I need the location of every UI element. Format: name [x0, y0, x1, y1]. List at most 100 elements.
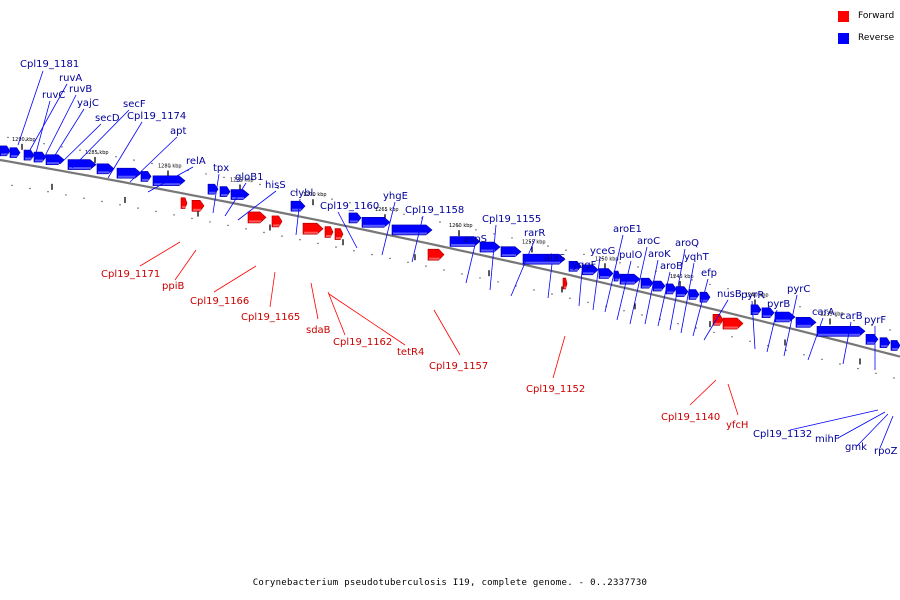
minor-dot	[731, 336, 733, 338]
reverse-gene-label: carA	[812, 307, 835, 318]
gene-shade	[776, 319, 790, 322]
gene-shade	[818, 333, 860, 336]
minor-dot	[713, 331, 715, 334]
gene-arrow	[568, 260, 582, 272]
minor-dot	[547, 245, 549, 247]
gene-arrow	[652, 280, 666, 292]
reverse-gene-label: aroQ	[675, 238, 699, 249]
minor-dot	[97, 152, 99, 155]
gene-shade	[292, 208, 302, 211]
reverse-gene-label: Cpl19_1160	[320, 201, 379, 212]
forward-gene-label: Cpl19_1140	[661, 412, 720, 423]
reverse-gene-label: ruvC	[42, 90, 65, 101]
reverse-gene-label: rarR	[524, 228, 545, 239]
gene-arrow	[9, 147, 21, 158]
gene-shade	[701, 299, 708, 302]
reverse-strand-genes	[0, 145, 900, 351]
label-leader	[689, 379, 717, 406]
label-leader	[411, 215, 424, 263]
gene-shade	[209, 191, 216, 194]
minor-dot	[565, 249, 567, 251]
minor-dot	[263, 231, 265, 234]
gene-arrow	[640, 277, 654, 289]
minor-dot	[475, 229, 477, 231]
reverse-gene-label: Cpl19_1132	[753, 429, 812, 440]
gene-arrow	[890, 340, 900, 351]
minor-dot	[479, 277, 481, 279]
minor-dot	[727, 288, 729, 290]
axis-line	[0, 158, 900, 358]
minor-dot	[227, 224, 229, 227]
map-caption: Corynebacterium pseudotuberculosis I19, …	[252, 578, 648, 588]
reverse-gene-label: aroB	[660, 261, 683, 272]
gene-arrow	[427, 248, 445, 261]
reverse-gene-label: Cpl19_1181	[20, 59, 79, 70]
gene-shade	[249, 220, 261, 223]
forward-gene-label: Cpl19_1162	[333, 337, 392, 348]
minor-dot	[425, 265, 427, 267]
gene-arrow	[324, 226, 334, 238]
label-leader	[879, 415, 894, 449]
minor-dot	[371, 253, 373, 256]
minor-dot	[353, 250, 355, 252]
gene-shade	[564, 286, 567, 289]
minor-dot	[745, 292, 747, 294]
label-leader	[433, 309, 461, 356]
label-leader	[213, 265, 257, 293]
gene-shade	[502, 254, 516, 257]
minor-dot	[335, 246, 337, 248]
gene-shade	[677, 294, 685, 297]
label-leader	[327, 291, 346, 336]
label-leader	[856, 413, 889, 447]
gene-shade	[615, 278, 619, 281]
tick-label: 1285 kbp	[85, 150, 109, 156]
minor-dot	[835, 315, 837, 317]
gene-shade	[642, 285, 650, 288]
minor-dot	[173, 214, 175, 216]
minor-dot	[461, 273, 463, 275]
minor-dot	[79, 149, 81, 151]
gene-shade	[11, 155, 18, 158]
minor-dot	[853, 319, 855, 322]
label-leader	[71, 109, 130, 169]
reverse-gene-label: Cpl19_1155	[482, 214, 541, 225]
label-leader	[51, 108, 85, 161]
minor-dot	[533, 289, 535, 291]
gene-shade	[273, 224, 280, 227]
minor-dot	[43, 143, 45, 145]
reverse-gene-label: pyrF	[864, 315, 886, 326]
reverse-gene-label: rpoZ	[874, 446, 898, 457]
minor-dot	[61, 146, 63, 148]
gene-arrow	[449, 236, 481, 247]
reverse-gene-label: clybl	[290, 188, 313, 199]
tick-label: 1240 kbp	[745, 292, 769, 298]
label-leader	[669, 248, 686, 331]
minor-dot	[443, 269, 445, 271]
minor-dot	[151, 162, 153, 165]
gene-shade	[867, 341, 875, 344]
reverse-gene-label: yqgF	[572, 260, 597, 271]
minor-dot	[619, 262, 621, 264]
reverse-gene-label: yqhT	[684, 252, 710, 263]
gene-arrow	[348, 212, 362, 224]
gene-arrow	[302, 222, 324, 235]
legend-reverse: Reverse	[838, 31, 894, 45]
label-leader	[578, 270, 583, 307]
tick-label: 1265 kbp	[375, 207, 399, 213]
label-leader	[703, 299, 729, 341]
forward-gene-label: Cpl19_1171	[101, 269, 160, 280]
legend-forward: Forward	[838, 9, 894, 23]
label-leader	[547, 263, 553, 299]
gene-arrow	[0, 145, 11, 157]
reverse-gene-label: aroE1	[613, 224, 642, 235]
minor-dot	[209, 221, 211, 223]
forward-gene-label: ppiB	[162, 281, 184, 292]
gene-shade	[69, 167, 91, 170]
minor-dot	[623, 310, 625, 312]
minor-dot	[367, 205, 369, 208]
reverse-gene-label: pyrR	[741, 290, 764, 301]
gene-arrow	[96, 163, 115, 175]
gene-shade	[451, 243, 475, 246]
reverse-gene-label: aspS	[463, 234, 487, 245]
